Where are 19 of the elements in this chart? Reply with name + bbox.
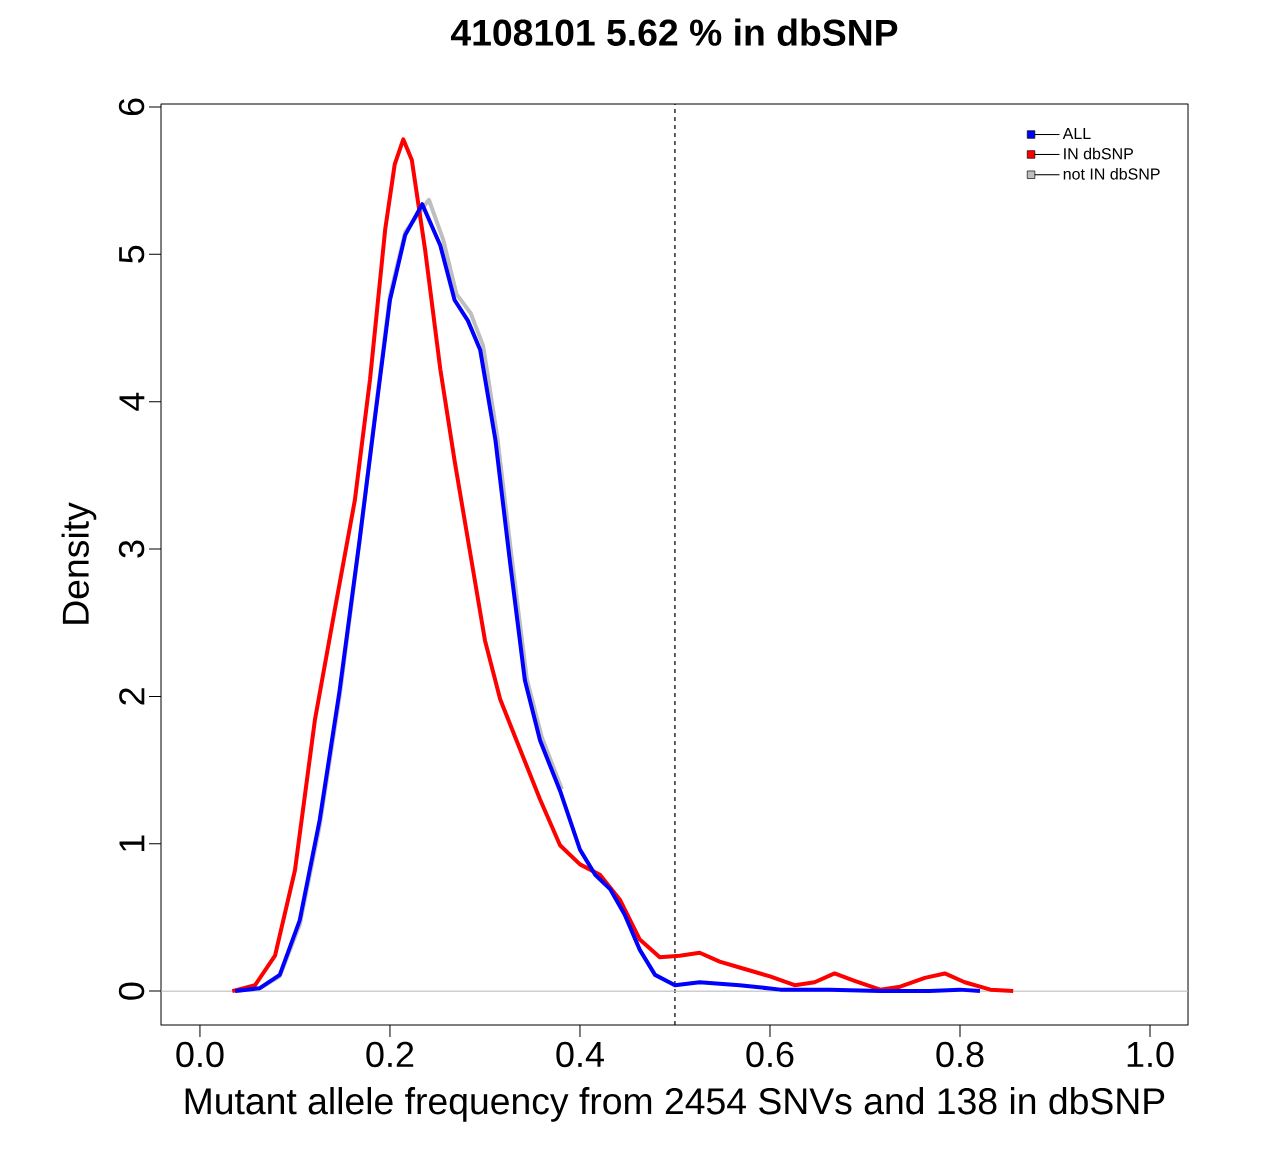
- y-tick-label: 0: [118, 982, 145, 1000]
- x-axis-title: Mutant allele frequency from 2454 SNVs and 138 in dbSNP: [185, 1087, 1165, 1122]
- y-tick-label: 5: [119, 245, 145, 263]
- x-tick-label: 0.4: [556, 1041, 604, 1068]
- y-axis-title: Density: [61, 502, 97, 624]
- y-tick-label: 3: [118, 540, 145, 558]
- x-tick-label: 0.6: [746, 1041, 794, 1068]
- legend-label: ALL: [1062, 128, 1091, 140]
- chart-title: 4108101 5.62 % in dbSNP: [450, 18, 898, 46]
- legend-label: not IN dbSNP: [1063, 167, 1160, 180]
- x-tick-label: 0.2: [366, 1041, 414, 1068]
- x-tick-label: 0.0: [176, 1041, 224, 1068]
- y-tick-label: 2: [119, 688, 145, 705]
- x-tick-label: 1.0: [1127, 1041, 1174, 1068]
- y-tick-label: 6: [118, 98, 145, 116]
- y-tick-label: 1: [119, 835, 145, 852]
- y-tick-label: 4: [119, 392, 145, 411]
- legend-label: IN dbSNP: [1064, 147, 1133, 160]
- x-tick-label: 0.8: [936, 1041, 984, 1068]
